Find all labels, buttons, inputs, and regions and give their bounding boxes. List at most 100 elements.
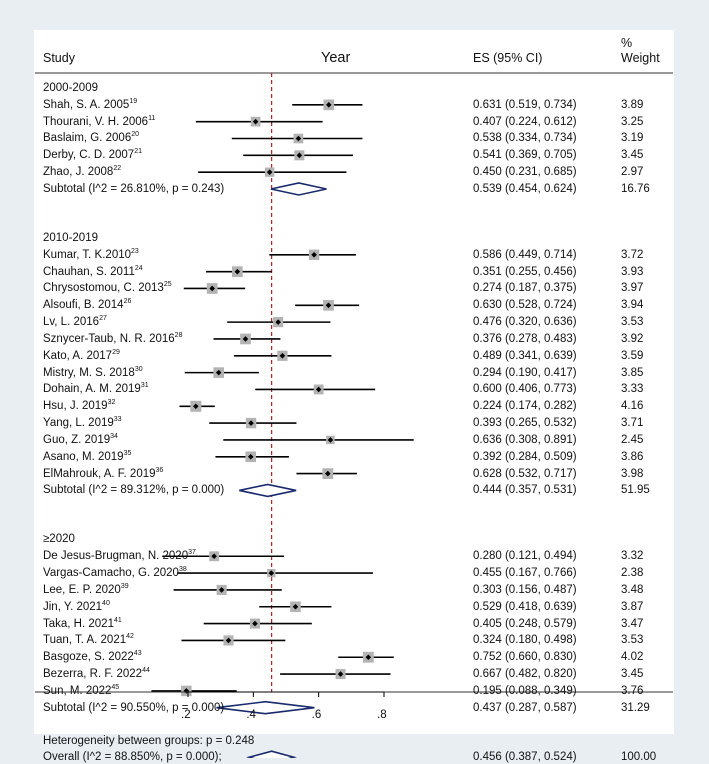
- study-label: Lv, L. 201627: [43, 315, 107, 329]
- study-es-ci: 0.324 (0.180, 0.498): [473, 634, 577, 647]
- study-reference: 35: [123, 449, 132, 457]
- study-es-ci: 0.376 (0.278, 0.483): [473, 332, 577, 345]
- study-reference: 33: [113, 416, 122, 424]
- point-estimate-marker: [218, 587, 225, 593]
- point-estimate-marker: [248, 420, 254, 426]
- study-es-ci: 0.529 (0.418, 0.639): [473, 600, 577, 613]
- point-estimate-marker: [252, 118, 259, 125]
- subtotal-diamond: [270, 182, 327, 196]
- study-reference: 41: [113, 616, 122, 624]
- subtotal-diamond: [216, 700, 315, 715]
- header-es: ES (95% CI): [473, 51, 543, 65]
- study-label: Taka, H. 202141: [43, 617, 122, 631]
- study-weight: 2.38: [621, 567, 644, 580]
- group-label: 2010-2019: [43, 231, 98, 244]
- study-name: Thourani, V. H. 2006: [43, 115, 149, 128]
- study-name: Derby, C. D. 2007: [43, 149, 135, 162]
- study-weight: 3.19: [621, 132, 644, 145]
- point-estimate-marker: [268, 570, 275, 576]
- study-reference: 30: [134, 365, 143, 373]
- study-label: Shah, S. A. 200519: [43, 98, 137, 112]
- x-axis-tick-label: .2: [181, 709, 191, 721]
- study-weight: 4.16: [621, 400, 644, 413]
- study-label: Zhao, J. 200822: [43, 165, 121, 179]
- study-es-ci: 0.224 (0.174, 0.282): [473, 400, 577, 413]
- study-name: Lv, L. 2016: [43, 316, 100, 329]
- study-reference: 32: [107, 399, 116, 407]
- study-weight: 3.45: [621, 149, 644, 162]
- study-reference: 28: [174, 332, 183, 340]
- study-weight: 2.45: [621, 433, 644, 446]
- study-label: Jin, Y. 202140: [43, 600, 110, 614]
- header-year: Year: [321, 50, 351, 66]
- study-reference: 37: [188, 549, 196, 557]
- study-weight: 3.47: [621, 617, 644, 630]
- study-label: Bezerra, R. F. 202244: [43, 667, 150, 681]
- study-label: Thourani, V. H. 200611: [43, 115, 155, 129]
- study-name: ElMahrouk, A. F. 2019: [43, 467, 156, 480]
- subtotal-weight: 31.29: [621, 701, 650, 714]
- study-label: Dohain, A. M. 201931: [43, 382, 149, 396]
- point-estimate-marker: [242, 336, 249, 342]
- study-reference: 27: [99, 315, 107, 323]
- study-es-ci: 0.538 (0.334, 0.734): [473, 132, 577, 145]
- study-weight: 3.71: [621, 417, 644, 430]
- study-reference: 38: [178, 566, 187, 574]
- study-weight: 3.72: [621, 248, 644, 261]
- study-reference: 22: [113, 165, 122, 173]
- study-label: Yang, L. 201933: [43, 416, 122, 430]
- study-es-ci: 0.636 (0.308, 0.891): [473, 433, 577, 446]
- study-label: Derby, C. D. 200721: [43, 148, 142, 162]
- study-es-ci: 0.393 (0.265, 0.532): [473, 417, 577, 430]
- study-es-ci: 0.450 (0.231, 0.685): [473, 166, 577, 179]
- point-estimate-marker: [325, 302, 332, 309]
- subtotal-label: Subtotal (I^2 = 90.550%, p = 0.000): [43, 701, 225, 714]
- study-label: Sun, M. 202245: [43, 684, 119, 698]
- subtotal-es-ci: 0.437 (0.287, 0.587): [473, 701, 577, 714]
- study-es-ci: 0.274 (0.187, 0.375): [473, 282, 577, 295]
- point-estimate-marker: [266, 169, 273, 175]
- study-label: Kumar, T. K.201023: [43, 248, 139, 262]
- study-label: Kato, A. 201729: [43, 349, 120, 363]
- overall-diamond: [245, 750, 297, 758]
- study-label: Vargas-Camacho, G. 202038: [43, 566, 187, 580]
- study-name: Jin, Y. 2021: [43, 600, 103, 613]
- study-label: Sznycer-Taub, N. R. 201628: [43, 332, 182, 346]
- study-reference: 36: [155, 466, 164, 474]
- study-name: Asano, M. 2019: [43, 450, 124, 463]
- study-es-ci: 0.667 (0.482, 0.820): [473, 668, 577, 681]
- point-estimate-marker: [234, 268, 241, 275]
- study-weight: 2.97: [621, 166, 644, 179]
- study-es-ci: 0.541 (0.369, 0.705): [473, 149, 577, 162]
- study-es-ci: 0.351 (0.255, 0.456): [473, 265, 577, 278]
- study-label: Hsu, J. 201932: [43, 399, 115, 413]
- plot-panel: [34, 30, 674, 734]
- study-label: Chrysostomou, C. 201325: [43, 281, 172, 295]
- study-weight: 3.53: [621, 316, 644, 329]
- study-label: Asano, M. 201935: [43, 450, 131, 464]
- study-reference: 21: [134, 148, 142, 156]
- study-reference: 31: [140, 382, 149, 390]
- study-reference: 23: [131, 247, 139, 255]
- study-name: Vargas-Camacho, G. 2020: [43, 567, 179, 580]
- point-estimate-marker: [325, 102, 332, 108]
- study-es-ci: 0.294 (0.190, 0.417): [473, 366, 577, 379]
- overall-label: Overall (I^2 = 88.850%, p = 0.000);: [43, 751, 222, 764]
- point-estimate-marker: [337, 671, 344, 677]
- study-name: Sznycer-Taub, N. R. 2016: [43, 332, 175, 345]
- heterogeneity-between-groups: Heterogeneity between groups: p = 0.248: [43, 734, 255, 747]
- study-name: De Jesus-Brugman, N. 2020: [43, 550, 189, 563]
- study-reference: 26: [123, 298, 132, 306]
- study-reference: 34: [110, 433, 118, 441]
- study-label: Chauhan, S. 201124: [43, 265, 143, 279]
- point-estimate-marker: [365, 654, 372, 661]
- subtotal-es-ci: 0.539 (0.454, 0.624): [473, 182, 577, 195]
- study-name: Lee, E. P. 2020: [43, 583, 121, 596]
- study-reference: 25: [163, 281, 172, 289]
- study-name: Guo, Z. 2019: [43, 433, 111, 446]
- study-weight: 3.86: [621, 450, 644, 463]
- study-weight: 3.48: [621, 583, 644, 596]
- study-label: Baslaim, G. 200620: [43, 131, 139, 145]
- study-name: Tuan, T. A. 2021: [43, 634, 127, 647]
